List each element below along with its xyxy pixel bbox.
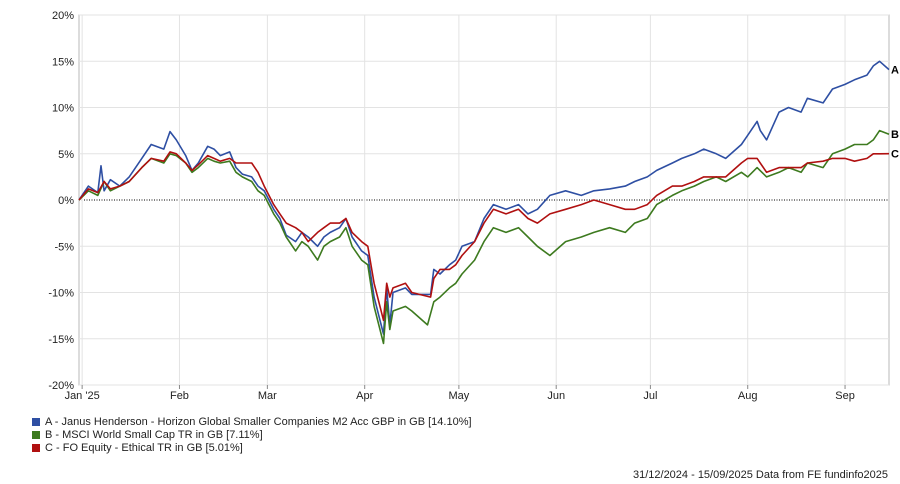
legend-label-b: B - MSCI World Small Cap TR in GB [7.11%… [45, 428, 263, 441]
y-tick-label: 0% [58, 195, 74, 207]
legend-label-c: C - FO Equity - Ethical TR in GB [5.01%] [45, 441, 243, 454]
end-label-c: C [891, 149, 899, 161]
gridlines [78, 14, 890, 386]
legend-item-c: C - FO Equity - Ethical TR in GB [5.01%] [32, 441, 472, 454]
footer-note: 31/12/2024 - 15/09/2025 Data from FE fun… [632, 469, 888, 481]
y-tick-label: 20% [52, 10, 74, 22]
x-tick-label: Jul [643, 390, 657, 402]
series-line-b [78, 129, 890, 345]
x-tick-label: Mar [258, 390, 277, 402]
y-tick-label: -10% [48, 288, 74, 300]
y-tick-label: 5% [58, 149, 74, 161]
legend-swatch-b [32, 430, 40, 439]
series-line-c [78, 151, 890, 322]
y-tick-label: -5% [54, 241, 74, 253]
x-tick-label: Sep [835, 390, 855, 402]
legend-item-b: B - MSCI World Small Cap TR in GB [7.11%… [32, 428, 472, 441]
x-tick-label: Feb [170, 390, 189, 402]
legend-label-a: A - Janus Henderson - Horizon Global Sma… [45, 415, 472, 428]
series-lines [78, 60, 890, 345]
y-tick-label: -20% [48, 380, 74, 392]
legend-item-a: A - Janus Henderson - Horizon Global Sma… [32, 415, 472, 428]
x-tick-label: Apr [356, 390, 373, 402]
y-tick-label: -15% [48, 334, 74, 346]
y-tick-label: 10% [52, 103, 74, 115]
y-tick-label: 15% [52, 56, 74, 68]
legend-swatch-a [32, 417, 40, 426]
x-tick-label: Aug [738, 390, 758, 402]
x-tick-label: Jan '25 [65, 390, 100, 402]
line-chart: 20% 15% 10% 5% 0% -5% -10% -15% -20%Jan '25 Feb Ma… [48, 10, 899, 402]
end-labels: A BC [891, 65, 899, 161]
end-label-a: A [891, 65, 899, 77]
legend-swatch-c [32, 443, 40, 452]
series-line-a [78, 60, 890, 335]
x-tick-label: Jun [547, 390, 565, 402]
axes: 20% 15% 10% 5% 0% -5% -10% -15% -20%Jan '25 Feb Ma… [48, 10, 855, 402]
legend: A - Janus Henderson - Horizon Global Sma… [32, 415, 472, 454]
x-tick-label: May [448, 390, 469, 402]
end-label-b: B [891, 129, 899, 141]
